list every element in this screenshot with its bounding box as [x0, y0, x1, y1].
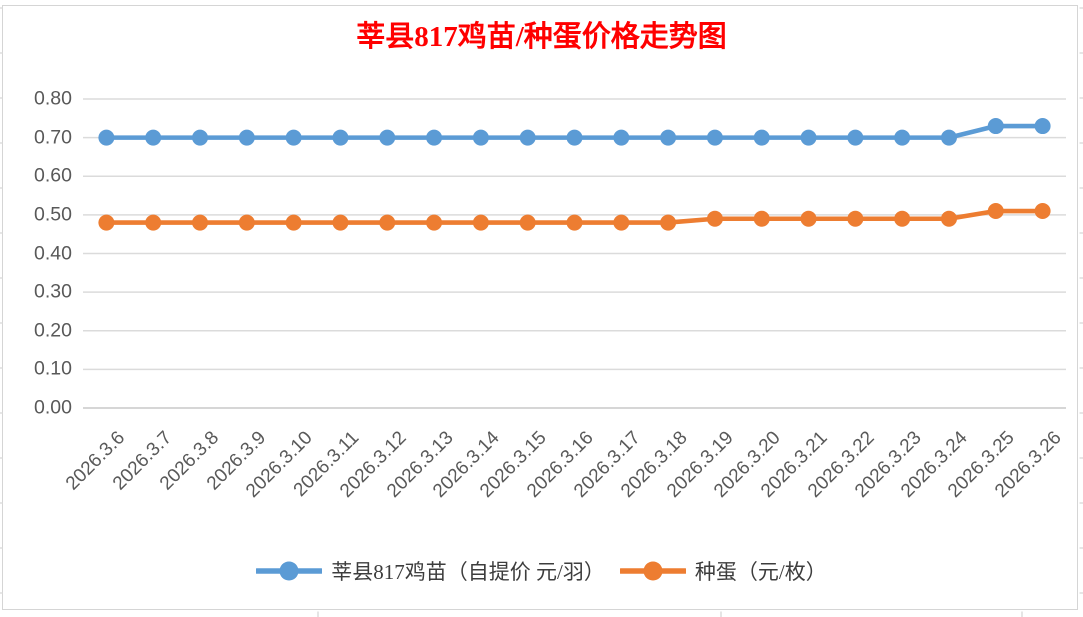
data-point-s1-2026.3.10 [285, 214, 302, 231]
legend-item-1: 种蛋（元/枚） [619, 556, 827, 586]
data-point-s0-2026.3.25 [987, 118, 1004, 135]
data-point-s0-2026.3.7 [145, 129, 162, 146]
data-point-s0-2026.3.17 [613, 129, 630, 146]
data-point-s0-2026.3.6 [98, 129, 115, 146]
data-point-s1-2026.3.23 [894, 210, 911, 227]
data-point-s1-2026.3.16 [566, 214, 583, 231]
data-point-s0-2026.3.16 [566, 129, 583, 146]
data-point-s1-2026.3.25 [987, 203, 1004, 220]
legend: 莘县817鸡苗（自提价 元/羽） 种蛋（元/枚） [0, 553, 1083, 589]
legend-dot [643, 561, 663, 581]
data-point-s0-2026.3.21 [800, 129, 817, 146]
data-point-s0-2026.3.12 [379, 129, 396, 146]
data-point-s0-2026.3.20 [753, 129, 770, 146]
data-point-s1-2026.3.8 [192, 214, 209, 231]
data-point-s0-2026.3.15 [519, 129, 536, 146]
data-point-s1-2026.3.21 [800, 210, 817, 227]
data-point-s0-2026.3.13 [426, 129, 443, 146]
legend-dot [279, 561, 299, 581]
data-point-s1-2026.3.19 [706, 210, 723, 227]
data-point-s1-2026.3.17 [613, 214, 630, 231]
data-point-s0-2026.3.22 [847, 129, 864, 146]
data-point-s1-2026.3.14 [472, 214, 489, 231]
legend-label: 种蛋（元/枚） [694, 560, 827, 584]
data-point-s1-2026.3.22 [847, 210, 864, 227]
data-point-s0-2026.3.24 [940, 129, 957, 146]
data-point-s0-2026.3.19 [706, 129, 723, 146]
data-point-s1-2026.3.13 [426, 214, 443, 231]
data-point-s1-2026.3.26 [1034, 203, 1051, 220]
data-point-s0-2026.3.14 [472, 129, 489, 146]
legend-label: 莘县817鸡苗（自提价 元/羽） [331, 560, 605, 584]
data-point-s1-2026.3.11 [332, 214, 349, 231]
data-point-s0-2026.3.26 [1034, 118, 1051, 135]
legend-line-dot-icon [256, 561, 323, 581]
legend-line-dot-icon [619, 561, 686, 581]
data-point-s0-2026.3.10 [285, 129, 302, 146]
data-point-s0-2026.3.23 [894, 129, 911, 146]
data-point-s1-2026.3.18 [660, 214, 677, 231]
data-point-s1-2026.3.24 [940, 210, 957, 227]
data-point-s1-2026.3.9 [238, 214, 255, 231]
legend-item-0: 莘县817鸡苗（自提价 元/羽） [256, 556, 605, 586]
data-point-s1-2026.3.12 [379, 214, 396, 231]
data-point-s0-2026.3.8 [192, 129, 209, 146]
data-point-s1-2026.3.7 [145, 214, 162, 231]
data-point-s1-2026.3.15 [519, 214, 536, 231]
chart-title: 莘县817鸡苗/种蛋价格走势图 [356, 21, 727, 53]
data-point-s1-2026.3.20 [753, 210, 770, 227]
data-point-s0-2026.3.11 [332, 129, 349, 146]
data-point-s0-2026.3.18 [660, 129, 677, 146]
data-point-s0-2026.3.9 [238, 129, 255, 146]
data-point-s1-2026.3.6 [98, 214, 115, 231]
